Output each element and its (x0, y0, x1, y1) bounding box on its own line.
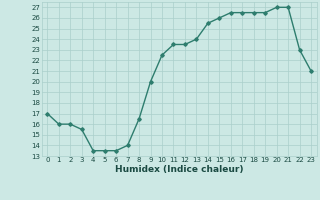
X-axis label: Humidex (Indice chaleur): Humidex (Indice chaleur) (115, 165, 244, 174)
